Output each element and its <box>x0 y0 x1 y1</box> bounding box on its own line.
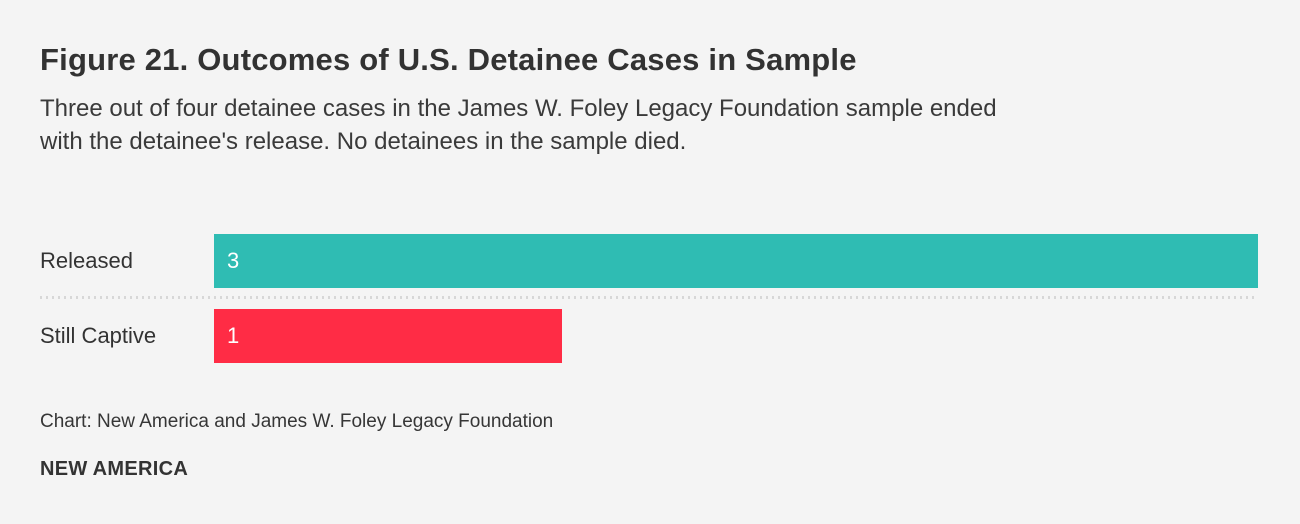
category-label-still-captive: Still Captive <box>40 323 157 348</box>
row-separator <box>40 296 1258 299</box>
bar-row-released: Released 3 <box>40 234 1260 288</box>
chart-subtitle-line-1: Three out of four detainee cases in the … <box>40 95 997 122</box>
brand-wordmark: NEW AMERICA <box>40 458 189 480</box>
chart-subtitle: Three out of four detainee cases in the … <box>40 92 1260 158</box>
bar-released: 3 <box>214 234 1258 288</box>
chart-credit: Chart: New America and James W. Foley Le… <box>40 411 554 432</box>
chart-title: Figure 21. Outcomes of U.S. Detainee Cas… <box>40 42 857 77</box>
bar-chart: Released 3 Still Captive 1 <box>40 234 1260 363</box>
bar-row-still-captive: Still Captive 1 <box>40 309 1260 363</box>
bar-still-captive: 1 <box>214 309 562 363</box>
category-label-released: Released <box>40 248 133 273</box>
bar-value-released: 3 <box>227 248 240 273</box>
bar-value-still-captive: 1 <box>227 323 240 348</box>
chart-subtitle-line-2: with the detainee's release. No detainee… <box>40 128 687 155</box>
